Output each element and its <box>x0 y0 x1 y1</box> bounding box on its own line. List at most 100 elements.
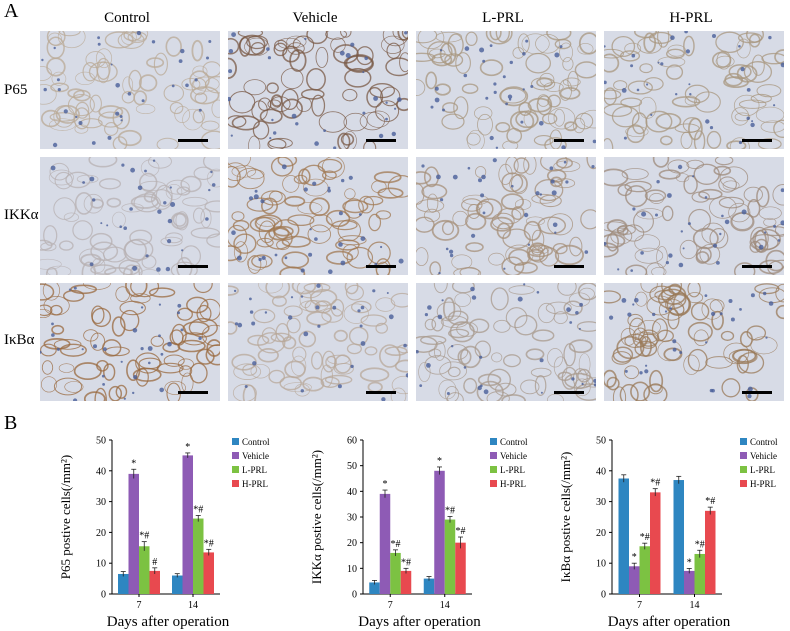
x-tick-label: 14 <box>690 600 700 611</box>
y-tick-label: 10 <box>347 564 357 575</box>
micrograph-iκbα-l-prl <box>416 283 596 401</box>
bar-control-14 <box>172 575 183 594</box>
bar-vehicle-14 <box>182 455 193 594</box>
bar-control-7 <box>369 582 380 594</box>
legend-label-h-prl: H-PRL <box>242 479 268 489</box>
significance-mark: *# <box>650 478 660 489</box>
row-label-ikba: IκBα <box>4 332 35 348</box>
legend-label-control: Control <box>242 437 270 447</box>
significance-mark: * <box>632 552 637 563</box>
y-tick-label: 50 <box>96 436 106 447</box>
x-tick-label: 7 <box>637 600 642 611</box>
legend-swatch-control <box>490 438 497 445</box>
significance-mark: *# <box>445 505 455 516</box>
micrograph-p65-vehicle <box>228 31 408 149</box>
legend-swatch-l-prl <box>490 466 497 473</box>
micrograph-iκbα-vehicle <box>228 283 408 401</box>
y-tick-label: 50 <box>596 436 606 447</box>
significance-mark: * <box>437 456 442 467</box>
scale-bar <box>178 391 208 394</box>
y-tick-label: 10 <box>96 559 106 570</box>
column-label-l-prl: L-PRL <box>482 10 524 26</box>
significance-mark: *# <box>193 504 203 515</box>
legend-label-h-prl: H-PRL <box>750 479 776 489</box>
scale-bar <box>178 139 208 142</box>
legend-label-l-prl: L-PRL <box>242 465 267 475</box>
panel-a-letter: A <box>4 0 19 22</box>
column-label-control: Control <box>104 10 150 26</box>
x-axis-label: Days after operation <box>358 614 481 630</box>
y-tick-label: 0 <box>352 590 357 601</box>
legend-label-vehicle: Vehicle <box>242 451 269 461</box>
scale-bar <box>554 139 584 142</box>
significance-mark: *# <box>139 531 149 542</box>
significance-mark: * <box>687 557 692 568</box>
column-label-vehicle: Vehicle <box>292 10 338 26</box>
y-axis-label: IKKα postive cells(/mm²) <box>309 450 324 584</box>
scale-bar <box>178 265 208 268</box>
legend-swatch-l-prl <box>232 466 239 473</box>
y-axis-label: IκBα postive cells(/mm²) <box>558 452 573 583</box>
row-label-ikka: IKKα <box>4 207 39 223</box>
bar-l-prl-7 <box>139 546 150 594</box>
y-tick-label: 40 <box>347 487 357 498</box>
micrograph-iκbα-control <box>40 283 220 401</box>
bar-vehicle-7 <box>629 566 640 594</box>
y-tick-label: 30 <box>596 497 606 508</box>
legend-swatch-control <box>740 438 747 445</box>
legend-swatch-control <box>232 438 239 445</box>
significance-mark: # <box>152 557 157 568</box>
bar-control-7 <box>618 478 629 594</box>
scale-bar <box>554 265 584 268</box>
legend-label-control: Control <box>500 437 528 447</box>
scale-bar <box>554 391 584 394</box>
legend-label-control: Control <box>750 437 778 447</box>
y-tick-label: 0 <box>101 590 106 601</box>
significance-mark: *# <box>705 496 715 507</box>
scale-bar <box>366 139 396 142</box>
legend-label-vehicle: Vehicle <box>750 451 777 461</box>
x-tick-label: 14 <box>188 600 198 611</box>
significance-mark: *# <box>401 557 411 568</box>
legend-swatch-h-prl <box>232 480 239 487</box>
significance-mark: *# <box>695 539 705 550</box>
bar-vehicle-7 <box>379 493 391 594</box>
bar-l-prl-7 <box>639 546 650 594</box>
x-tick-label: 7 <box>388 600 393 611</box>
panel-b-letter: B <box>4 412 18 434</box>
significance-mark: * <box>131 458 136 469</box>
bar-control-14 <box>673 480 684 594</box>
y-tick-label: 30 <box>96 497 106 508</box>
y-axis-label: P65 postive cells(/mm²) <box>58 455 73 580</box>
significance-mark: * <box>185 442 190 453</box>
x-tick-label: 7 <box>137 600 142 611</box>
micrograph-p65-l-prl <box>416 31 596 149</box>
x-tick-label: 14 <box>440 600 450 611</box>
legend-swatch-h-prl <box>740 480 747 487</box>
legend-swatch-vehicle <box>490 452 497 459</box>
bar-vehicle-14 <box>684 570 695 594</box>
legend-label-h-prl: H-PRL <box>500 479 526 489</box>
y-tick-label: 10 <box>596 559 606 570</box>
y-tick-label: 30 <box>347 513 357 524</box>
y-tick-label: 20 <box>347 538 357 549</box>
micrograph-ikkα-control <box>40 157 220 275</box>
significance-mark: *# <box>640 532 650 543</box>
micrograph-ikkα-vehicle <box>228 157 408 275</box>
y-tick-label: 20 <box>596 528 606 539</box>
bar-h-prl-14 <box>705 510 716 594</box>
scale-bar <box>366 391 396 394</box>
bar-vehicle-14 <box>434 470 445 594</box>
bar-h-prl-7 <box>400 570 412 594</box>
bar-h-prl-14 <box>203 552 214 594</box>
row-label-p65: P65 <box>4 82 28 98</box>
micrograph-ikkα-h-prl <box>604 157 784 275</box>
micrograph-iκbα-h-prl <box>604 283 784 401</box>
bar-control-7 <box>118 573 129 594</box>
scale-bar <box>742 265 772 268</box>
significance-mark: *# <box>204 538 214 549</box>
legend-swatch-vehicle <box>232 452 239 459</box>
y-tick-label: 40 <box>596 466 606 477</box>
significance-mark: *# <box>456 526 466 537</box>
